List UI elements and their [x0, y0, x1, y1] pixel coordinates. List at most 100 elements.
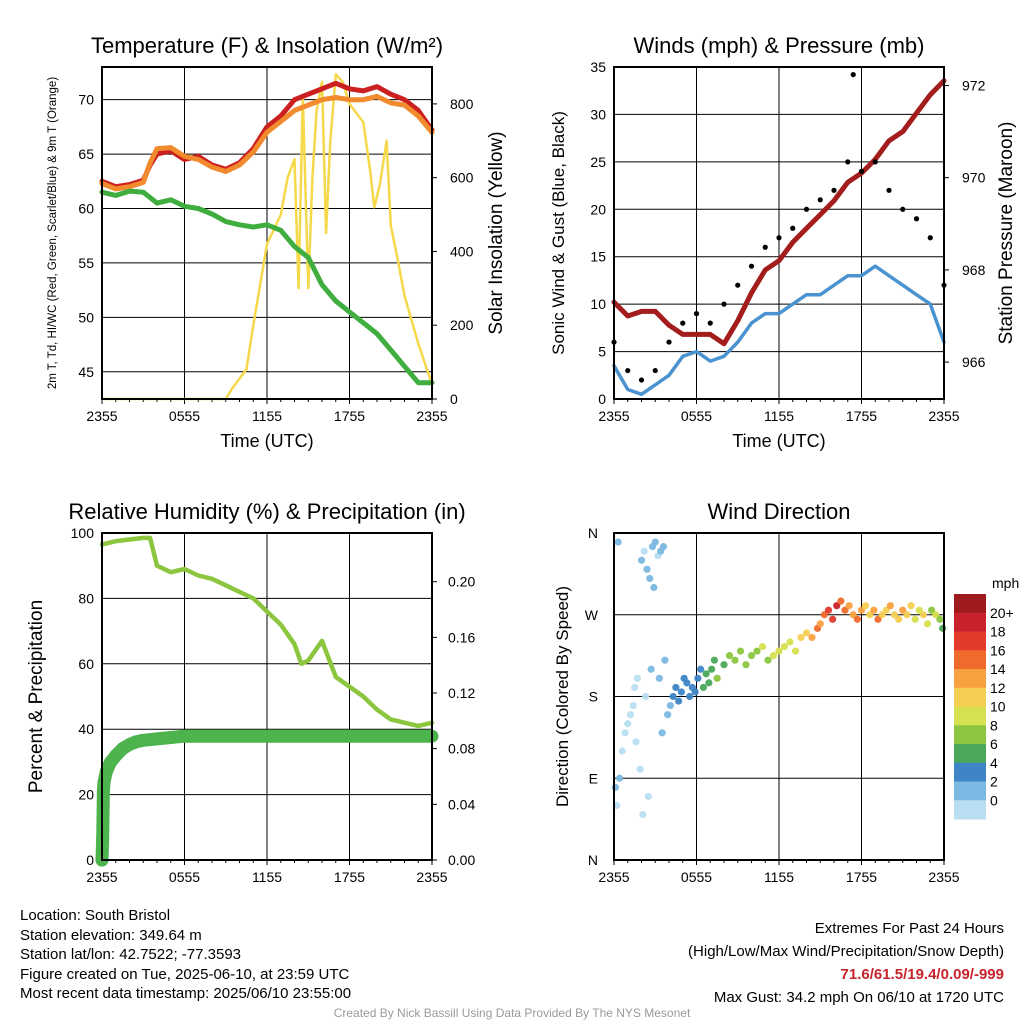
series-line [99, 535, 435, 729]
direction-point [862, 602, 870, 610]
direction-point [775, 647, 783, 655]
direction-point [699, 683, 707, 692]
y2-tick-label: 200 [450, 317, 474, 333]
direction-point [629, 701, 637, 710]
extremes-box: Extremes For Past 24 Hours (High/Low/Max… [688, 917, 1004, 1009]
y-tick-label: 50 [78, 309, 94, 325]
colorbar-swatch [954, 594, 986, 614]
x-tick-label: 0555 [681, 869, 712, 885]
x-tick-label: 2355 [598, 408, 629, 424]
y2-tick-label: 800 [450, 96, 474, 112]
direction-point [647, 665, 655, 673]
y-tick-label: 35 [590, 59, 606, 75]
direction-point [675, 697, 683, 705]
y2-tick-label: 0.12 [448, 685, 475, 701]
direction-point [642, 692, 650, 701]
y-tick-label: 30 [590, 106, 606, 122]
direction-point [720, 661, 728, 669]
y-tick-label: 100 [71, 525, 95, 541]
direction-point [686, 692, 694, 701]
panel-title: Temperature (F) & Insolation (W/m²) [91, 33, 443, 58]
gust-point [900, 206, 906, 212]
y-tick-label: 20 [590, 201, 606, 217]
direction-point [658, 729, 666, 737]
y2-tick-label: 972 [962, 77, 986, 93]
direction-point [655, 674, 663, 682]
direction-point [936, 615, 944, 623]
x-tick-label: 1155 [252, 408, 282, 424]
y-axis-label: Percent & Precipitation [26, 600, 47, 793]
station-info: Location: South Bristol Station elevatio… [20, 906, 351, 1004]
series-line [100, 73, 434, 401]
y-tick-label: 10 [590, 296, 606, 312]
direction-point [672, 683, 680, 692]
y2-tick-label: 0.16 [448, 629, 475, 645]
direction-point [702, 670, 710, 678]
series-line [611, 78, 947, 347]
direction-point [636, 765, 644, 773]
y-tick-label: 60 [78, 201, 94, 217]
x-tick-label: 0555 [169, 408, 200, 424]
direction-point [631, 683, 639, 692]
direction-point [646, 574, 654, 583]
y2-tick-label: 0.04 [448, 796, 475, 812]
y2-tick-label: 0 [450, 391, 458, 407]
direction-point [903, 611, 911, 619]
colorbar-label: 18 [990, 624, 1006, 640]
gust-point [625, 367, 631, 374]
panel-title: Winds (mph) & Pressure (mb) [634, 33, 925, 58]
series-line [99, 93, 435, 192]
colorbar-swatch [954, 669, 986, 689]
y2-tick-label: 0.20 [448, 574, 475, 590]
x-tick-label: 1155 [252, 869, 282, 885]
station-latlon: Station lat/lon: 42.7522; -77.3593 [20, 946, 242, 963]
y-tick-label: N [588, 525, 598, 541]
x-tick-label: 0555 [169, 869, 200, 885]
direction-point [753, 647, 761, 655]
direction-point [742, 661, 750, 669]
gust-point [652, 367, 658, 374]
direction-point [677, 688, 685, 696]
y-tick-label: 0 [86, 852, 94, 868]
direction-point [845, 602, 853, 610]
precip-point [97, 775, 111, 789]
humidity-precipitation-panel: 2355 0555 1155 1755 2355 Relative Humidity (%… [26, 499, 475, 885]
direction-point [694, 674, 702, 682]
y-tick-label: 55 [78, 255, 94, 271]
colorbar-label: 0 [990, 792, 998, 808]
direction-point [618, 747, 626, 755]
plot-frame [613, 532, 945, 861]
gust-point [707, 320, 713, 326]
series-line [99, 188, 435, 386]
direction-point [870, 606, 878, 614]
direction-point [651, 538, 659, 546]
y-tick-label: W [585, 607, 599, 623]
y2-tick-label: 966 [962, 354, 986, 370]
x-axis-label: Time (UTC) [732, 431, 825, 451]
direction-point [829, 615, 837, 623]
direction-point [725, 652, 734, 660]
direction-point [697, 665, 705, 673]
gust-point [735, 282, 741, 288]
gust-point [666, 339, 672, 345]
x-tick-label: 2355 [928, 869, 959, 885]
plot-frame [613, 66, 945, 400]
gust-point [858, 168, 865, 174]
direction-point [691, 688, 699, 696]
panel-title: Relative Humidity (%) & Precipitation (i… [68, 499, 465, 524]
x-tick-label: 1755 [846, 408, 877, 424]
y-tick-label: S [589, 689, 598, 705]
direction-point [731, 656, 739, 664]
colorbar-swatch [954, 781, 986, 801]
station-elevation: Station elevation: 349.64 m [20, 926, 202, 944]
y2-tick-label: 0.08 [448, 741, 475, 757]
y2-tick-label: 600 [450, 170, 474, 186]
colorbar-swatch [954, 687, 986, 707]
colorbar-swatch [954, 800, 986, 820]
direction-point [611, 783, 619, 791]
series-line [612, 264, 946, 397]
gust-point [762, 244, 768, 250]
gust-point [886, 187, 892, 193]
colorbar-swatch [954, 725, 986, 745]
